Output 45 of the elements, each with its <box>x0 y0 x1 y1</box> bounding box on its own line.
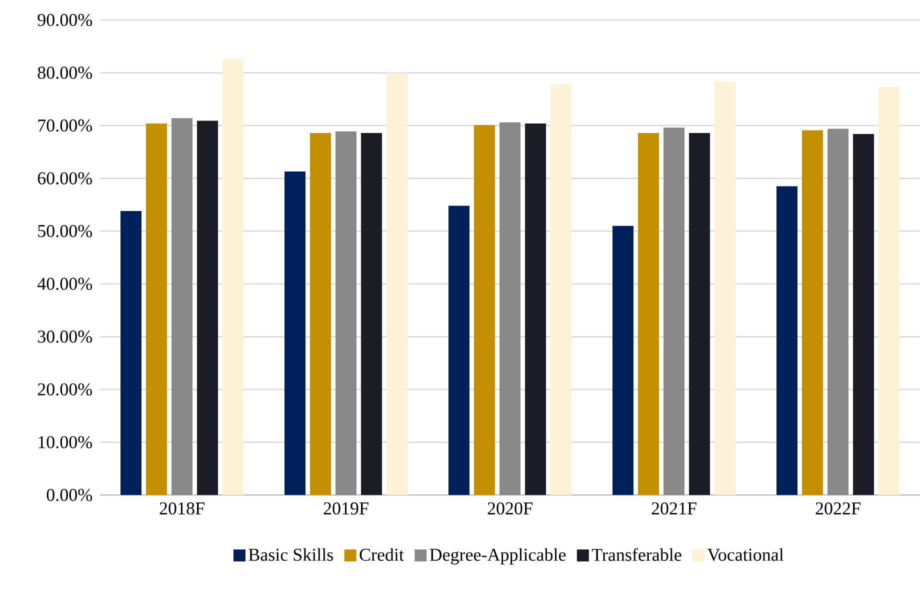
bar <box>120 211 142 495</box>
y-tick-label: 80.00% <box>38 66 92 79</box>
y-tick-label: 0.00% <box>46 488 92 502</box>
legend-label: Basic Skills <box>248 548 333 561</box>
x-tick-label: 2018F <box>160 502 204 515</box>
legend-label: Credit <box>360 548 404 561</box>
bar <box>714 82 736 495</box>
y-tick-label: 30.00% <box>38 330 92 343</box>
bar <box>664 128 684 495</box>
bar <box>525 123 546 495</box>
y-tick-label: 20.00% <box>38 383 92 396</box>
bar <box>284 171 306 495</box>
bar <box>638 132 659 495</box>
x-tick-label: 2020F <box>488 502 532 515</box>
x-tick-label: 2021F <box>652 502 696 515</box>
bar <box>500 122 520 495</box>
bar <box>474 125 495 495</box>
bar <box>448 206 470 495</box>
bar <box>361 132 382 495</box>
bar <box>310 132 331 495</box>
bar <box>853 134 874 495</box>
bar <box>802 130 823 495</box>
bar <box>222 59 244 495</box>
y-tick-label: 40.00% <box>37 278 92 290</box>
bar <box>878 87 900 495</box>
legend-label: Transferable <box>592 548 682 561</box>
y-tick-label: 90.00% <box>38 14 92 26</box>
legend-label: Degree-Applicable <box>430 548 566 565</box>
bar <box>828 128 849 495</box>
x-tick-label: 2022F <box>816 502 860 515</box>
bar <box>336 131 356 495</box>
bar <box>172 118 192 495</box>
bar <box>386 72 408 495</box>
y-tick-label: 50.00% <box>38 224 92 238</box>
bar <box>612 226 634 495</box>
y-tick-label: 70.00% <box>38 119 92 132</box>
y-tick-label: 60.00% <box>38 172 92 184</box>
bar <box>550 84 572 495</box>
y-tick-label: 10.00% <box>38 436 92 448</box>
bar <box>197 120 218 495</box>
bar <box>689 132 710 495</box>
legend-label: Vocational <box>707 548 784 561</box>
bar <box>776 186 798 495</box>
bar <box>146 123 167 495</box>
x-tick-label: 2019F <box>324 502 368 515</box>
